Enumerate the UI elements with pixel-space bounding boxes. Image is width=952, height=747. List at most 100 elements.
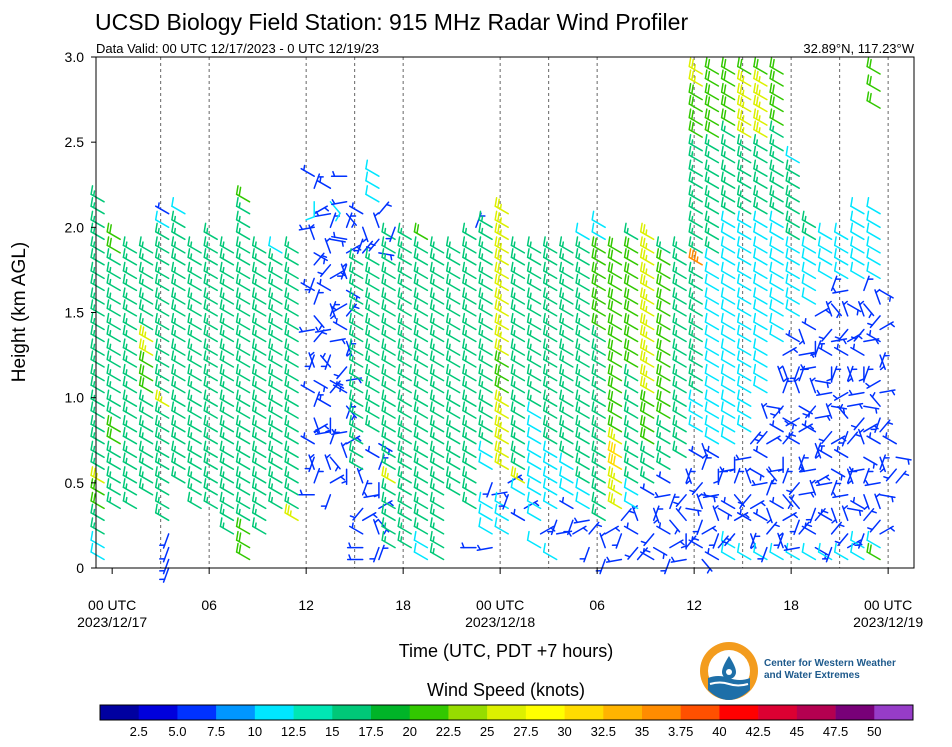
barb-staff (704, 333, 720, 343)
barb-half (842, 407, 846, 414)
barb-full (688, 375, 692, 386)
wind-barb (203, 287, 218, 305)
barb-half (820, 445, 823, 453)
barb-half (173, 445, 177, 453)
barb-full (623, 478, 627, 489)
barb-full (688, 299, 692, 310)
wind-barb (268, 491, 283, 510)
barb-full (219, 517, 223, 528)
colorbar-swatch (603, 705, 643, 720)
barb-full (235, 299, 239, 310)
barb-half (222, 355, 225, 362)
barb-full (251, 440, 255, 451)
barb-full (688, 287, 692, 298)
wind-barb (203, 415, 218, 433)
barb-full (607, 338, 611, 349)
barb-full (497, 442, 500, 453)
barb-half (480, 420, 484, 427)
barb-full (171, 287, 175, 298)
wind-barb (656, 236, 671, 254)
barb-half (600, 532, 606, 538)
barb-full (575, 389, 579, 400)
wind-barb (798, 328, 806, 345)
barb-half (157, 355, 160, 362)
wind-barb (785, 261, 800, 280)
wind-barb (106, 273, 121, 292)
barb-half (367, 406, 371, 413)
wind-barb (219, 273, 235, 292)
wind-barb (314, 210, 332, 218)
wind-barb (378, 201, 392, 215)
barb-half (691, 304, 694, 311)
x-tick-date-label: 2023/12/18 (465, 614, 535, 630)
wind-barb (720, 134, 736, 152)
barb-full (607, 299, 611, 310)
wind-barb (846, 431, 861, 445)
wind-barb (639, 548, 655, 561)
barb-half (529, 355, 532, 362)
barb-half (92, 202, 96, 209)
wind-barb (90, 375, 105, 394)
wind-barb (235, 466, 251, 484)
wind-barb (526, 503, 542, 522)
wind-barb (381, 491, 396, 510)
barb-full (510, 299, 514, 310)
wind-barb (90, 452, 105, 470)
wind-barb (559, 415, 574, 433)
barb-staff (720, 551, 736, 561)
barb-full (850, 210, 854, 221)
barb-full (445, 338, 449, 349)
wind-barb (397, 478, 412, 496)
barb-half (787, 503, 792, 509)
barb-full (559, 261, 563, 272)
barb-full (187, 466, 191, 477)
wind-barb (494, 324, 509, 343)
barb-half (742, 89, 745, 96)
barb-half (778, 365, 784, 371)
barb-full (497, 263, 500, 274)
barb-staff (720, 321, 736, 331)
wind-barb (138, 401, 154, 419)
barb-full (658, 377, 662, 388)
barb-full (591, 248, 595, 259)
wind-barb (345, 212, 357, 229)
barb-half (810, 377, 816, 383)
barb-half (464, 420, 468, 427)
wind-barb (314, 326, 332, 333)
barb-half (383, 496, 387, 504)
wind-barb (769, 120, 784, 138)
barb-full (510, 375, 514, 386)
wind-barb (785, 236, 800, 254)
barb-half (723, 202, 726, 209)
barb-full (642, 391, 646, 401)
barb-full (526, 261, 530, 272)
wind-barb (478, 517, 493, 535)
barb-half (645, 319, 648, 326)
wind-barb (801, 210, 817, 229)
barb-full (251, 324, 255, 335)
barb-full (672, 299, 676, 310)
barb-half (125, 343, 128, 350)
wind-barb (704, 445, 720, 459)
wind-barb (90, 312, 105, 331)
barb-half (157, 266, 160, 274)
wind-barb (704, 159, 720, 177)
wind-barb (623, 236, 639, 254)
wind-barb (478, 324, 493, 343)
wind-barb (736, 363, 752, 382)
barb-full (154, 363, 158, 374)
barb-full (866, 197, 870, 207)
barb-half (432, 432, 435, 439)
barb-full (219, 427, 223, 437)
barb-full (785, 185, 789, 196)
colorbar-label: 40 (712, 724, 726, 739)
colorbar-label: 5.0 (168, 724, 186, 739)
barb-staff (801, 270, 817, 280)
wind-barb (300, 381, 315, 394)
barb-full (559, 389, 563, 400)
wind-barb (203, 452, 218, 470)
wind-barb (777, 365, 784, 382)
barb-staff (575, 231, 590, 241)
barb-half (674, 381, 678, 388)
wind-barb (171, 440, 186, 459)
